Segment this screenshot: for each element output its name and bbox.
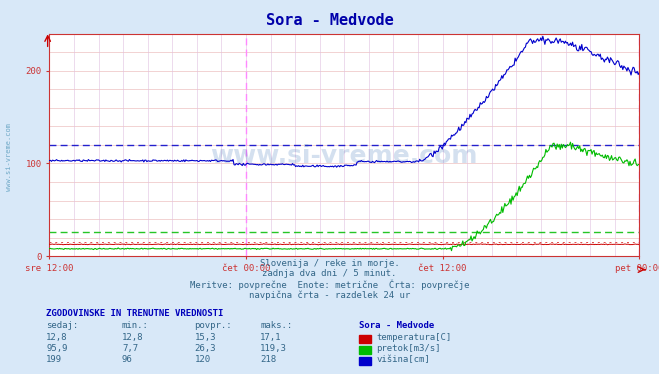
Text: pretok[m3/s]: pretok[m3/s] <box>376 344 441 353</box>
Text: ZGODOVINSKE IN TRENUTNE VREDNOSTI: ZGODOVINSKE IN TRENUTNE VREDNOSTI <box>46 309 223 318</box>
Text: Slovenija / reke in morje.: Slovenija / reke in morje. <box>260 259 399 268</box>
Text: 15,3: 15,3 <box>194 333 216 342</box>
Text: 95,9: 95,9 <box>46 344 68 353</box>
Text: zadnja dva dni / 5 minut.: zadnja dva dni / 5 minut. <box>262 269 397 278</box>
Text: 17,1: 17,1 <box>260 333 282 342</box>
Text: Sora - Medvode: Sora - Medvode <box>266 13 393 28</box>
Text: 12,8: 12,8 <box>122 333 144 342</box>
Text: 120: 120 <box>194 355 210 364</box>
Text: 218: 218 <box>260 355 276 364</box>
Text: višina[cm]: višina[cm] <box>376 355 430 364</box>
Text: Sora - Medvode: Sora - Medvode <box>359 321 434 329</box>
Text: 12,8: 12,8 <box>46 333 68 342</box>
Text: min.:: min.: <box>122 321 149 329</box>
Text: navpična črta - razdelek 24 ur: navpična črta - razdelek 24 ur <box>249 290 410 300</box>
Text: sedaj:: sedaj: <box>46 321 78 329</box>
Text: povpr.:: povpr.: <box>194 321 232 329</box>
Text: maks.:: maks.: <box>260 321 293 329</box>
Text: www.si-vreme.com: www.si-vreme.com <box>211 144 478 168</box>
Text: 26,3: 26,3 <box>194 344 216 353</box>
Text: 119,3: 119,3 <box>260 344 287 353</box>
Text: www.si-vreme.com: www.si-vreme.com <box>5 123 12 191</box>
Text: temperatura[C]: temperatura[C] <box>376 333 451 342</box>
Text: 199: 199 <box>46 355 62 364</box>
Text: 96: 96 <box>122 355 132 364</box>
Text: Meritve: povprečne  Enote: metrične  Črta: povprečje: Meritve: povprečne Enote: metrične Črta:… <box>190 280 469 290</box>
Text: 7,7: 7,7 <box>122 344 138 353</box>
